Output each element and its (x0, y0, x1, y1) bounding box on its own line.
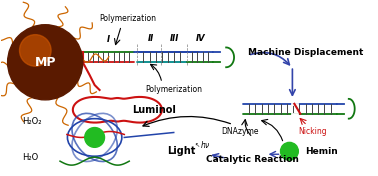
Text: Polymerization: Polymerization (145, 86, 202, 95)
Text: MP: MP (34, 56, 56, 69)
Circle shape (8, 25, 83, 100)
Text: H₂O: H₂O (22, 153, 39, 162)
Text: Luminol: Luminol (132, 105, 176, 115)
Text: Nicking: Nicking (298, 127, 327, 136)
Text: Hemin: Hemin (305, 147, 338, 156)
Circle shape (20, 35, 51, 66)
Text: Light: Light (167, 146, 195, 156)
Text: II: II (148, 33, 154, 43)
Text: $\nwarrow$: $\nwarrow$ (193, 142, 200, 149)
Text: III: III (170, 33, 180, 43)
Text: DNAzyme: DNAzyme (221, 127, 259, 136)
Text: IV: IV (196, 33, 205, 43)
Text: hν: hν (200, 141, 209, 150)
Text: H₂O₂: H₂O₂ (22, 117, 42, 126)
Text: Catalytic Reaction: Catalytic Reaction (206, 155, 299, 164)
Text: I: I (107, 36, 110, 45)
Text: Polymerization: Polymerization (99, 14, 156, 23)
Circle shape (280, 142, 298, 160)
Text: Machine Displacement: Machine Displacement (248, 48, 363, 57)
Circle shape (85, 128, 105, 147)
